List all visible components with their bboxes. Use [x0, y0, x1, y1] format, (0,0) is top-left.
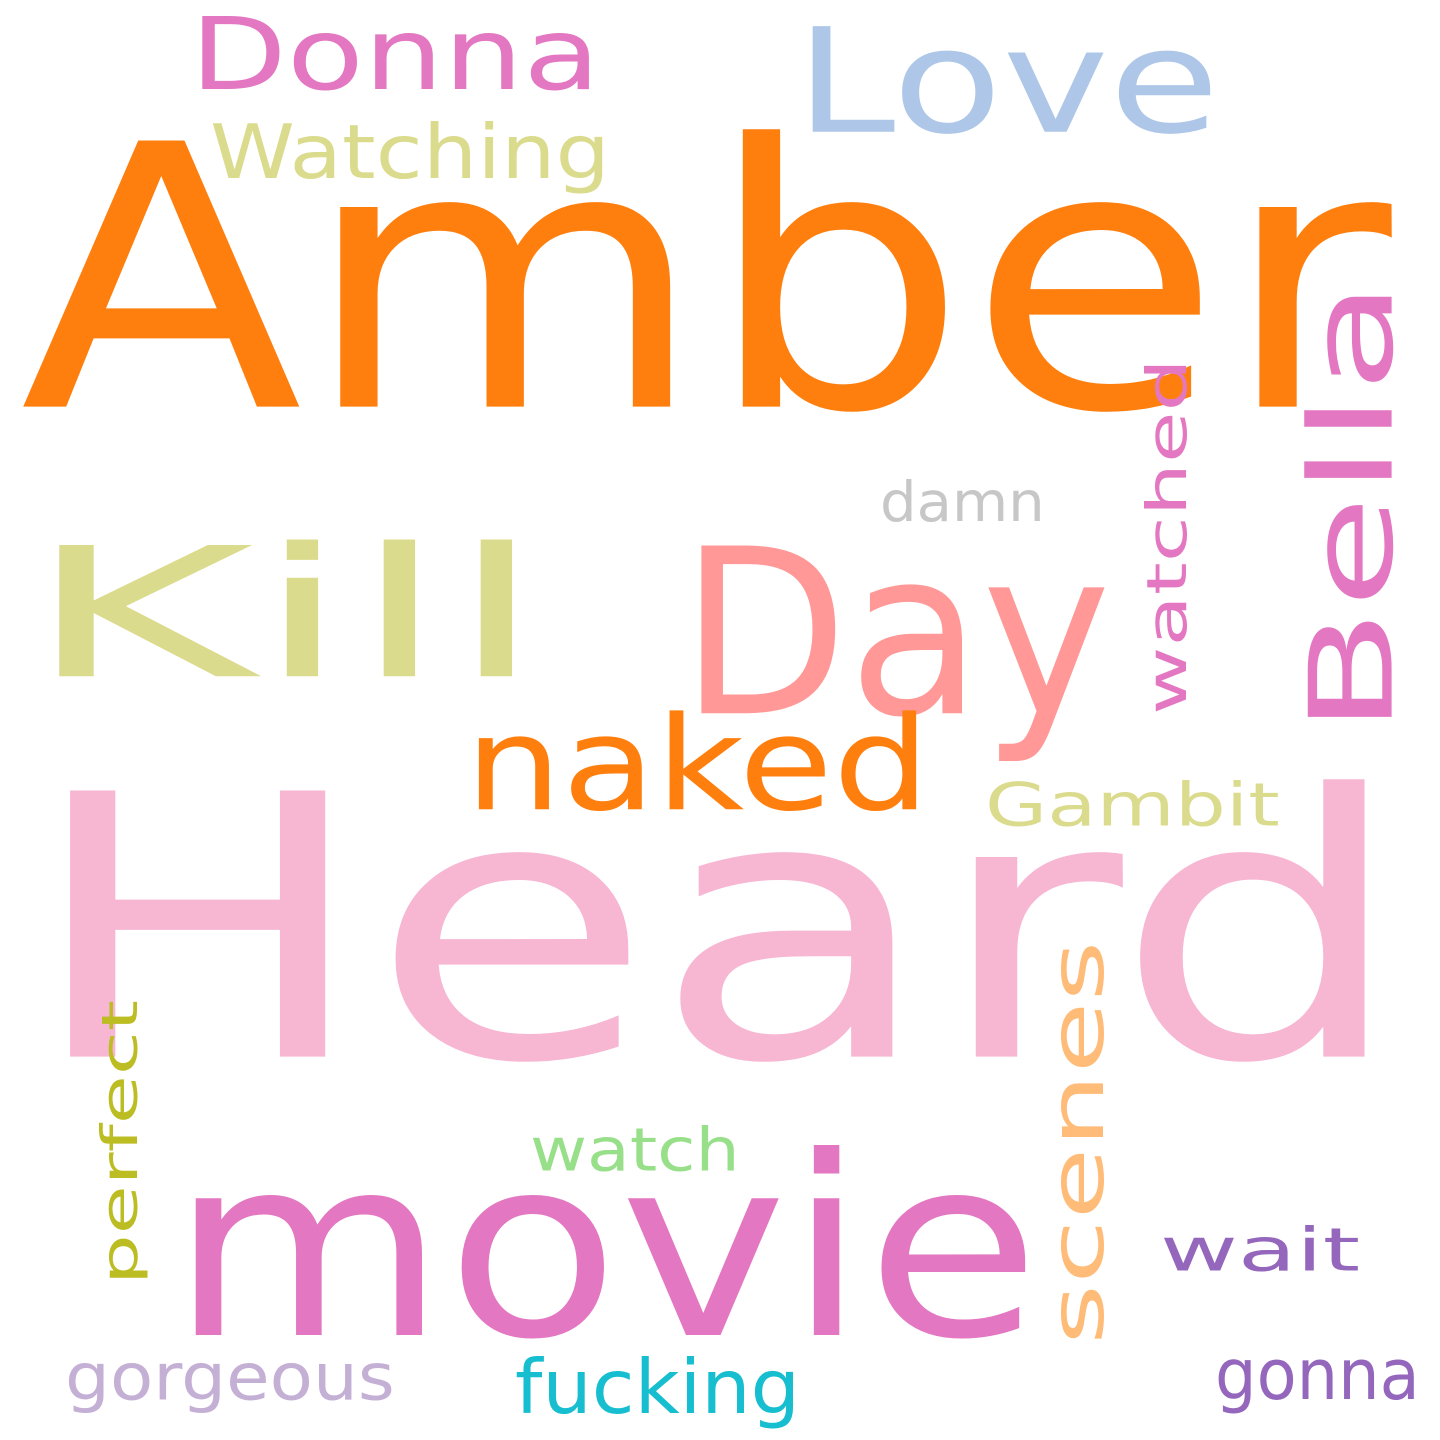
- word-perfect: perfect: [90, 999, 150, 1285]
- word-day: Day: [680, 499, 1112, 769]
- word-gonna: gonna: [1215, 1333, 1420, 1416]
- word-love: Love: [795, 0, 1220, 167]
- word-kill: Kill: [25, 508, 545, 720]
- word-donna: Donna: [190, 0, 601, 113]
- word-bella: Bella: [1284, 280, 1420, 735]
- word-amber: Amber: [20, 67, 1392, 495]
- word-watching: Watching: [210, 108, 610, 196]
- word-wait: wait: [1160, 1214, 1361, 1285]
- word-watched: watched: [1135, 358, 1200, 715]
- word-fucking: fucking: [515, 1343, 801, 1431]
- word-gambit: Gambit: [985, 769, 1280, 840]
- word-damn: damn: [880, 470, 1045, 535]
- word-scenes: scenes: [1033, 940, 1121, 1345]
- word-gorgeous: gorgeous: [65, 1339, 395, 1416]
- word-naked: naked: [465, 688, 931, 841]
- word-heard: Heard: [25, 717, 1407, 1145]
- word-movie: movie: [170, 1102, 1041, 1395]
- word-watch: watch: [530, 1114, 740, 1185]
